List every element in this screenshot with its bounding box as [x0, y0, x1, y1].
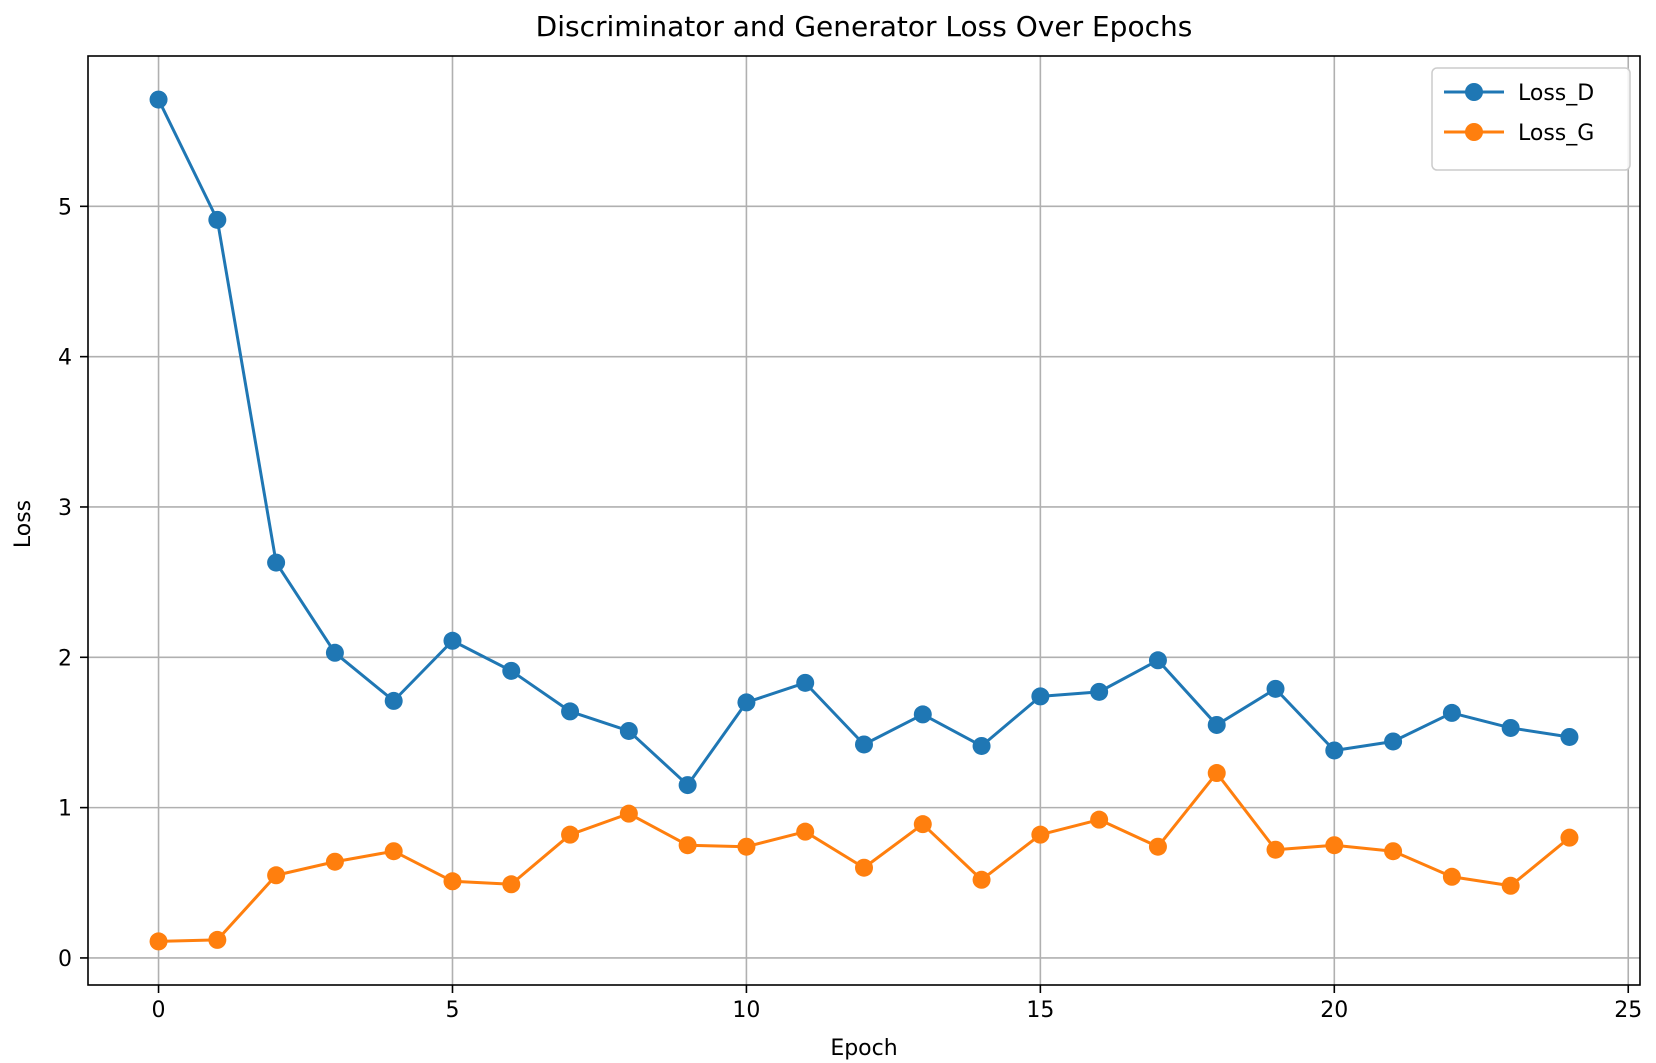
data-point-loss-d [855, 735, 873, 754]
data-point-loss-g [1560, 828, 1579, 847]
data-point-loss-g [855, 858, 873, 877]
data-point-loss-g [737, 837, 756, 856]
data-point-loss-g [972, 870, 991, 889]
data-point-loss-d [325, 643, 344, 662]
chart-title: Discriminator and Generator Loss Over Ep… [536, 10, 1193, 43]
data-point-loss-g [1031, 825, 1050, 844]
data-point-loss-d [913, 705, 932, 724]
data-point-loss-g [1442, 867, 1461, 886]
x-tick-label: 10 [732, 998, 760, 1023]
data-point-loss-d [1090, 682, 1109, 701]
x-tick-label: 5 [445, 998, 459, 1023]
data-point-loss-g [1325, 836, 1344, 855]
legend-label-loss-d: Loss_D [1518, 81, 1594, 106]
y-tick-label: 4 [58, 346, 72, 371]
legend-label-loss-g: Loss_G [1518, 121, 1594, 146]
data-point-loss-d [796, 673, 815, 692]
data-point-loss-g [1090, 810, 1109, 829]
legend-marker-loss-g [1465, 123, 1483, 141]
x-tick-label: 25 [1614, 998, 1642, 1023]
data-point-loss-d [619, 721, 638, 740]
x-axis-label: Epoch [830, 1036, 897, 1061]
data-point-loss-g [913, 815, 932, 834]
data-point-loss-d [208, 210, 227, 229]
x-tick-label: 0 [152, 998, 166, 1023]
grid-lines [88, 56, 1640, 985]
data-point-loss-g [1501, 876, 1520, 895]
y-tick-label: 5 [58, 195, 72, 220]
data-point-loss-g [384, 842, 403, 861]
data-point-loss-d [1031, 687, 1050, 706]
data-point-loss-d [1384, 732, 1403, 751]
x-tick-label: 20 [1320, 998, 1348, 1023]
plot-frame [87, 55, 1641, 986]
data-point-loss-g [619, 804, 638, 823]
data-point-loss-g [1266, 840, 1285, 859]
data-point-loss-d [443, 631, 462, 650]
data-point-loss-d [1207, 715, 1226, 734]
data-point-loss-g [678, 836, 697, 855]
y-axis-label: Loss [11, 500, 36, 548]
series-layer [149, 90, 1579, 951]
data-point-loss-d [1560, 727, 1579, 746]
data-point-loss-g [149, 932, 168, 951]
data-point-loss-d [1501, 718, 1520, 737]
data-point-loss-d [384, 691, 403, 710]
data-point-loss-g [208, 930, 227, 949]
data-point-loss-g [1207, 764, 1226, 783]
axis-ticks: 0 5 10 15 20 25 0 1 2 3 4 5 [58, 195, 1642, 1023]
data-point-loss-g [561, 825, 580, 844]
y-tick-label: 2 [58, 646, 72, 671]
x-tick-label: 15 [1026, 998, 1054, 1023]
data-point-loss-d [1148, 651, 1167, 670]
data-point-loss-d [561, 702, 580, 721]
data-point-loss-g [267, 866, 286, 885]
data-point-loss-d [267, 553, 286, 572]
legend: Loss_D Loss_G [1431, 67, 1631, 171]
data-point-loss-g [443, 872, 462, 891]
data-point-loss-g [1384, 842, 1403, 861]
data-point-loss-d [737, 693, 756, 712]
data-point-loss-g [325, 852, 344, 871]
data-point-loss-d [1266, 679, 1285, 698]
data-point-loss-g [796, 822, 815, 841]
data-point-loss-d [1442, 703, 1461, 722]
data-point-loss-d [149, 90, 168, 109]
series-loss-d [149, 90, 1579, 795]
data-point-loss-g [502, 875, 521, 894]
data-point-loss-d [1325, 741, 1344, 760]
y-tick-label: 0 [58, 947, 72, 972]
series-loss-g [149, 764, 1579, 951]
data-point-loss-d [502, 661, 521, 680]
legend-marker-loss-d [1465, 83, 1483, 101]
data-point-loss-d [678, 776, 697, 795]
y-tick-label: 1 [58, 797, 72, 822]
data-point-loss-d [972, 736, 991, 755]
y-tick-label: 3 [58, 496, 72, 521]
data-point-loss-g [1148, 837, 1167, 856]
